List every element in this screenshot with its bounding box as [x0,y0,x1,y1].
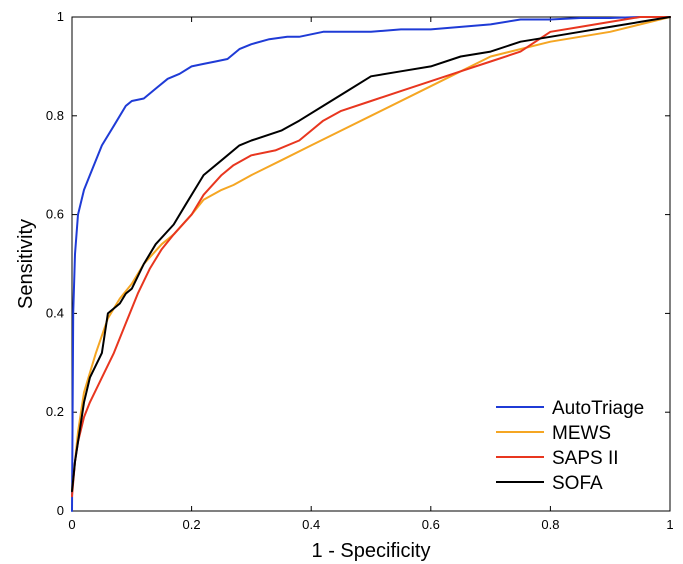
x-tick-label: 0 [68,517,75,532]
legend-label-sofa: SOFA [552,473,603,494]
y-axis-title: Sensitivity [15,219,37,309]
legend-label-mews: MEWS [552,423,611,444]
x-tick-label: 0.6 [422,517,440,532]
y-tick-label: 1 [57,9,64,24]
x-tick-label: 0.8 [541,517,559,532]
series-line-mews [71,16,671,493]
y-tick-label: 0.4 [46,305,64,320]
x-tick-label: 1 [666,517,673,532]
legend: AutoTriage MEWS SAPS II SOFA [496,398,644,494]
series-line-saps-ii [71,16,671,498]
x-tick-label: 0.2 [183,517,201,532]
legend-label-autotriage: AutoTriage [552,398,644,419]
series-layer [71,16,671,512]
ticks-layer: 0 0.2 0.4 0.6 0.8 1 0 0.2 0.4 0.6 0.8 1 [46,9,674,532]
x-tick-label: 0.4 [302,517,320,532]
legend-label-saps-ii: SAPS II [552,448,619,469]
y-tick-label: 0.2 [46,404,64,419]
y-tick-label: 0 [57,503,64,518]
plot-frame [71,16,671,512]
series-line-autotriage [71,16,671,512]
series-line-sofa [71,16,671,493]
y-tick-label: 0.8 [46,108,64,123]
x-axis-title: 1 - Specificity [312,540,431,562]
y-tick-label: 0.6 [46,207,64,222]
